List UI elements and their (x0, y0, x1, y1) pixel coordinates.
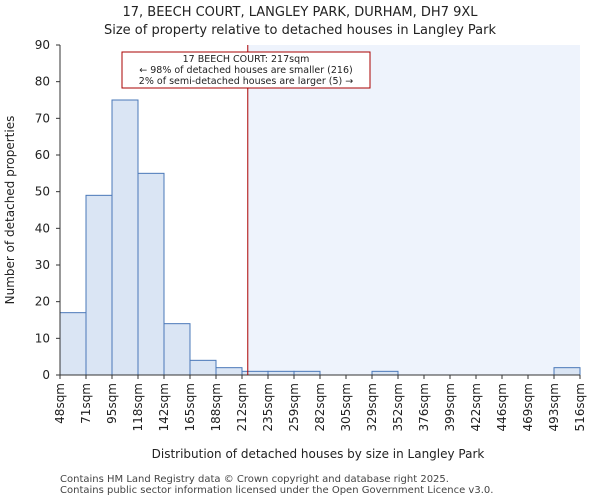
highlight-region (247, 45, 580, 375)
x-tick-label: 282sqm (313, 383, 327, 431)
y-tick-label: 30 (35, 258, 50, 272)
x-tick-label: 259sqm (287, 383, 301, 431)
bar-71sqm (85, 194, 113, 376)
bar-48sqm (59, 312, 87, 376)
annotation-line-3: 2% of semi-detached houses are larger (5… (139, 76, 353, 87)
bar-259sqm (293, 370, 321, 376)
bars (59, 99, 581, 376)
chart-subtitle: Size of property relative to detached ho… (104, 23, 496, 38)
annotation-line-2: ← 98% of detached houses are smaller (21… (139, 65, 352, 76)
y-tick-label: 10 (35, 331, 50, 345)
bar-235sqm (267, 370, 295, 376)
y-tick-label: 20 (35, 295, 50, 309)
annotation-line-1: 17 BEECH COURT: 217sqm (183, 54, 310, 65)
bar-329sqm (371, 370, 399, 376)
x-tick-labels: 48sqm 71sqm 95sqm 118sqm 142sqm 165sqm 188sqm 2… (53, 383, 587, 431)
x-tick-label: 329sqm (365, 383, 379, 431)
x-tick-label: 305sqm (339, 383, 353, 431)
footer-line-2: Contains public sector information licen… (60, 485, 494, 496)
x-tick-label: 212sqm (235, 383, 249, 431)
x-tick-label: 165sqm (183, 383, 197, 431)
bar-212sqm (241, 370, 269, 376)
x-tick-label: 422sqm (469, 383, 483, 431)
x-tick-label: 48sqm (53, 383, 67, 424)
y-tick-label: 70 (35, 111, 50, 125)
x-axis-label: Distribution of detached houses by size … (152, 447, 485, 461)
x-tick-label: 118sqm (131, 383, 145, 431)
x-tick-label: 516sqm (573, 383, 587, 431)
footer-line-1: Contains HM Land Registry data © Crown c… (60, 474, 449, 485)
x-tick-label: 446sqm (495, 383, 509, 431)
x-tick-label: 399sqm (443, 383, 457, 431)
y-tick-labels: 0 10 20 30 40 50 60 70 80 90 (35, 38, 50, 382)
x-tick-label: 188sqm (209, 383, 223, 431)
x-tick-label: 352sqm (391, 383, 405, 431)
annotation-box: 17 BEECH COURT: 217sqm ← 98% of detached… (121, 51, 371, 89)
chart-title: 17, BEECH COURT, LANGLEY PARK, DURHAM, D… (122, 5, 478, 20)
y-tick-label: 0 (42, 368, 50, 382)
axes (56, 44, 581, 379)
x-tick-label: 142sqm (157, 383, 171, 431)
bar-493sqm (553, 367, 581, 376)
y-tick-label: 80 (35, 75, 50, 89)
y-tick-label: 40 (35, 221, 50, 235)
y-tick-label: 60 (35, 148, 50, 162)
x-tick-label: 95sqm (105, 383, 119, 424)
bar-118sqm (137, 172, 165, 376)
x-tick-label: 493sqm (547, 383, 561, 431)
y-axis-label: Number of detached properties (3, 116, 17, 305)
bar-95sqm (111, 99, 139, 376)
x-tick-label: 376sqm (417, 383, 431, 431)
x-tick-label: 469sqm (521, 383, 535, 431)
x-tick-label: 71sqm (79, 383, 93, 424)
bar-165sqm (189, 359, 217, 376)
bar-142sqm (163, 323, 191, 376)
x-tick-label: 235sqm (261, 383, 275, 431)
y-tick-label: 90 (35, 38, 50, 52)
y-tick-label: 50 (35, 185, 50, 199)
bar-188sqm (215, 367, 243, 376)
